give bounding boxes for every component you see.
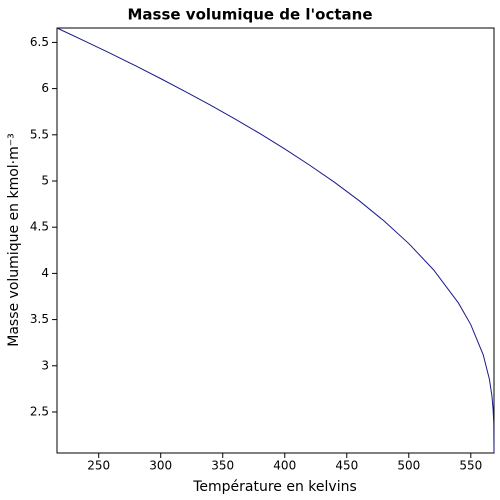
y-tick-label: 4.5 (30, 220, 49, 234)
y-tick-label: 2.5 (30, 404, 49, 418)
plot-frame (56, 27, 495, 454)
chart-title: Masse volumique de l'octane (128, 6, 373, 24)
x-tick-label: 400 (273, 459, 296, 473)
x-tick-label: 300 (149, 459, 172, 473)
y-tick-label: 4 (41, 266, 49, 280)
y-tick-label: 5 (41, 174, 49, 188)
x-tick-label: 250 (87, 459, 110, 473)
x-axis-label: Température en kelvins (192, 479, 357, 495)
y-tick-label: 6 (41, 81, 49, 95)
y-axis-label: Masse volumique en kmol·m⁻³ (6, 133, 22, 347)
data-line (56, 27, 495, 453)
y-tick-label: 3 (41, 358, 49, 372)
x-tick-label: 450 (335, 459, 358, 473)
x-tick-label: 500 (397, 459, 420, 473)
x-tick-label: 350 (211, 459, 234, 473)
y-tick-label: 5.5 (30, 127, 49, 141)
x-tick-label: 550 (459, 459, 482, 473)
y-tick-label: 3.5 (30, 312, 49, 326)
y-tick-label: 6.5 (30, 35, 49, 49)
